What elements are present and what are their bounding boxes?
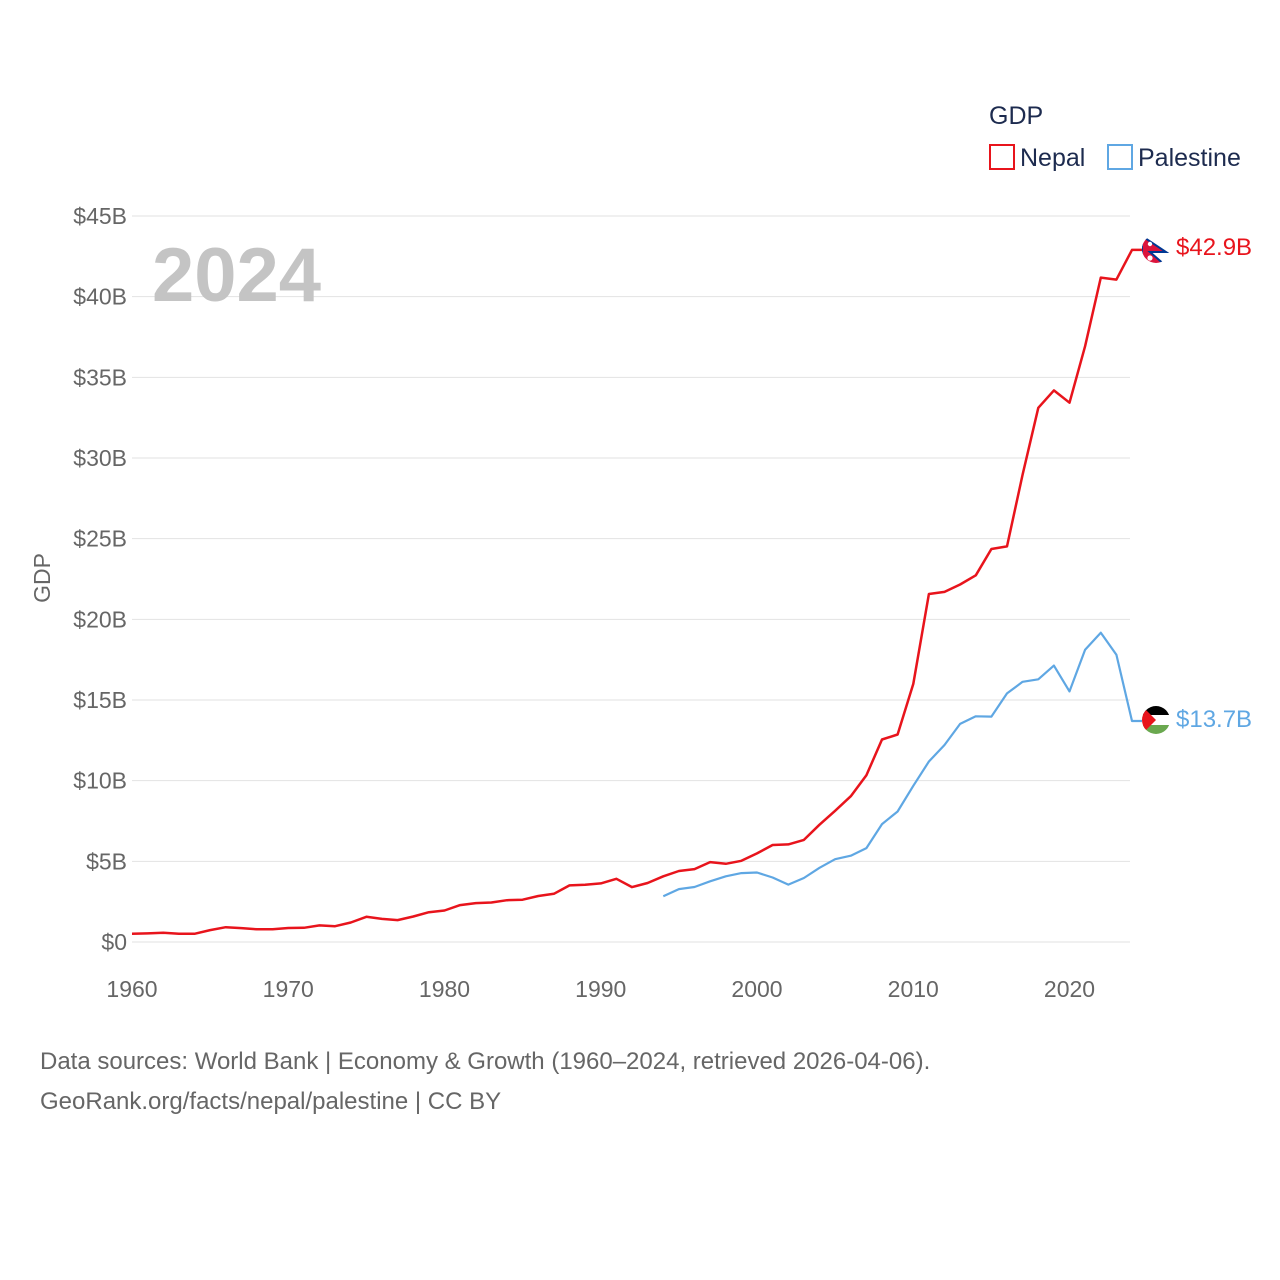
legend-title: GDP — [989, 102, 1043, 130]
legend: GDP Nepal Palestine — [989, 102, 1241, 172]
y-tick-label: $5B — [86, 848, 127, 874]
legend-label-palestine: Palestine — [1138, 144, 1241, 172]
source-line-2: GeoRank.org/facts/nepal/palestine | CC B… — [40, 1088, 502, 1115]
y-tick-label: $45B — [73, 203, 127, 229]
legend-label-nepal: Nepal — [1020, 144, 1085, 172]
end-label-nepal: $42.9B — [1176, 234, 1252, 261]
x-tick-label: 1960 — [106, 976, 157, 1002]
y-tick-label: $40B — [73, 284, 127, 310]
series-line-palestine — [662, 631, 1142, 898]
x-tick-label: 1990 — [575, 976, 626, 1002]
year-label: 2024 — [152, 233, 321, 318]
x-tick-label: 1980 — [419, 976, 470, 1002]
x-axis-ticks: 1960 1970 1980 1990 2000 2010 2020 — [106, 976, 1095, 1002]
y-axis-ticks: $0 $5B $10B $15B $20B $25B $30B $35B $40B $45B — [73, 203, 127, 955]
y-tick-label: $0 — [101, 929, 127, 955]
x-tick-label: 1970 — [263, 976, 314, 1002]
x-tick-label: 2020 — [1044, 976, 1095, 1002]
legend-swatch-nepal — [989, 144, 1015, 170]
y-tick-label: $10B — [73, 768, 127, 794]
y-tick-label: $15B — [73, 687, 127, 713]
source-note: Data sources: World Bank | Economy & Gro… — [40, 1042, 1240, 1122]
y-tick-label: $25B — [73, 526, 127, 552]
source-line-1: Data sources: World Bank | Economy & Gro… — [40, 1048, 931, 1075]
palestine-flag-icon — [1142, 706, 1170, 734]
y-axis-title: GDP — [29, 553, 55, 603]
end-label-palestine: $13.7B — [1176, 706, 1252, 733]
y-tick-label: $35B — [73, 364, 127, 390]
y-tick-label: $20B — [73, 606, 127, 632]
y-tick-label: $30B — [73, 445, 127, 471]
nepal-flag-icon — [1142, 235, 1170, 263]
x-tick-label: 2000 — [731, 976, 782, 1002]
series-line-nepal — [131, 248, 1142, 936]
legend-swatch-palestine — [1107, 144, 1133, 170]
series-layer — [131, 248, 1142, 936]
grid-lines — [132, 215, 1130, 943]
x-tick-label: 2010 — [888, 976, 939, 1002]
